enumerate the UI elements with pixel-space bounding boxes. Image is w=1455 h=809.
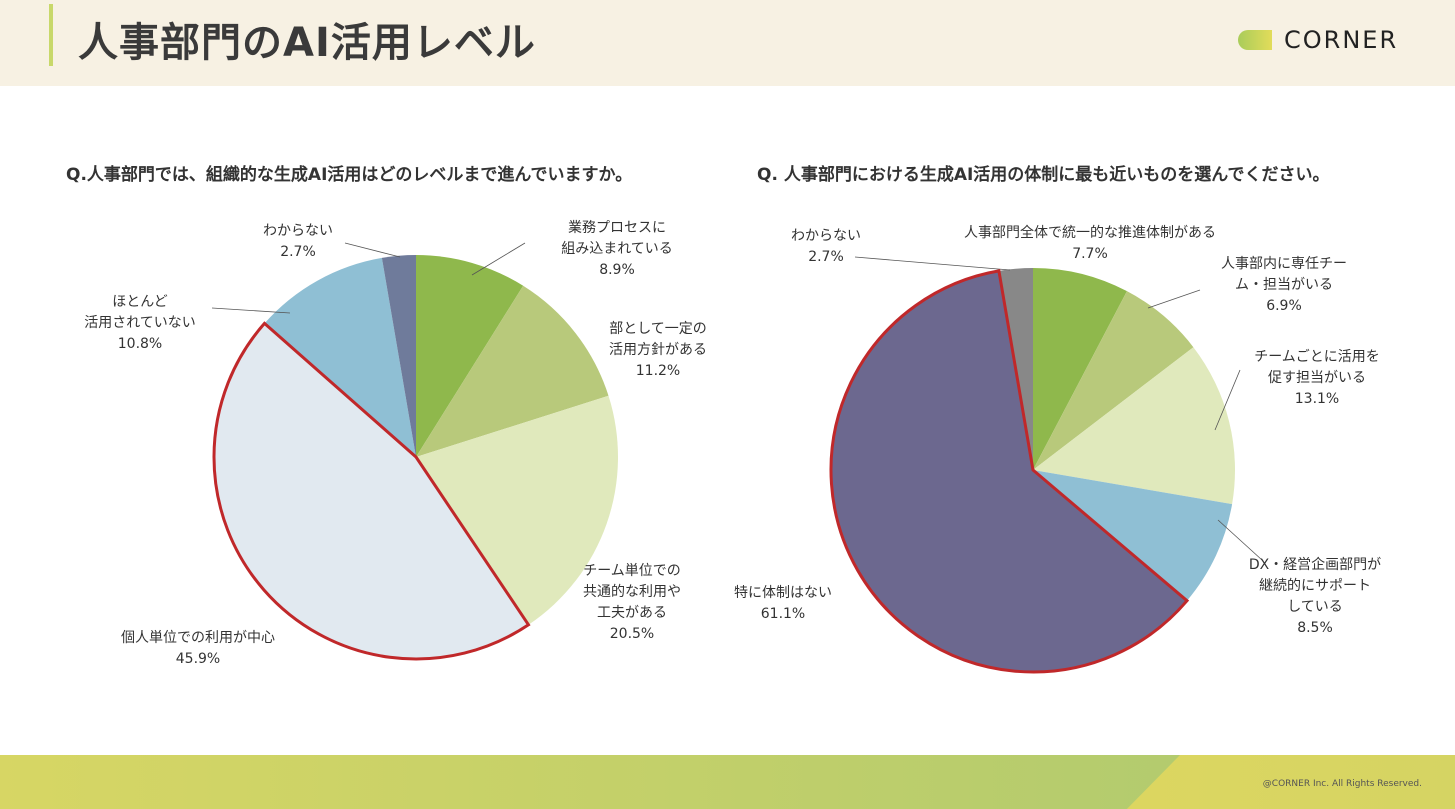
value-text: 45.9% xyxy=(175,651,221,667)
chart-1-slice-6 xyxy=(381,255,416,457)
chart-1-data-label-4: 個人単位での利用が中心 45.9% xyxy=(121,628,275,670)
copyright: @CORNER Inc. All Rights Reserved. xyxy=(1262,779,1422,789)
value-text: 10.8% xyxy=(117,336,163,352)
label-text: 促す担当がいる xyxy=(1268,370,1366,386)
footer: @CORNER Inc. All Rights Reserved. xyxy=(0,755,1455,809)
chart-1-data-label-1: 業務プロセスに 組み込まれている 8.9% xyxy=(561,218,673,281)
value-text: 61.1% xyxy=(760,606,806,622)
chart-2-slice-4 xyxy=(1033,470,1233,601)
label-text: 特に体制はない xyxy=(734,585,832,601)
chart-1-title: Q.人事部門では、組織的な生成AI活用はどのレベルまで進んでいますか。 xyxy=(66,165,633,185)
chart-1-leader-line-6 xyxy=(344,242,401,258)
value-text: 8.5% xyxy=(1297,620,1333,636)
chart-2-slice-1 xyxy=(1033,268,1127,470)
chart-2-leader-line-4 xyxy=(1217,519,1263,561)
chart-1-slice-3 xyxy=(416,395,618,625)
label-text: している xyxy=(1287,599,1343,615)
chart-1-slice-1 xyxy=(416,255,524,457)
label-text: 人事部内に専任チー xyxy=(1221,256,1347,272)
label-text: 人事部門全体で統一的な推進体制がある xyxy=(964,225,1216,241)
chart-1-slice-4 xyxy=(213,323,529,660)
label-text: ほとんど xyxy=(112,294,168,310)
value-text: 6.9% xyxy=(1266,298,1302,314)
chart-2-slice-3 xyxy=(1033,347,1235,505)
label-text: チームごとに活用を xyxy=(1254,349,1380,365)
footer-band xyxy=(0,755,1180,809)
title-accent-bar xyxy=(49,4,53,66)
chart-2-data-label-2: 人事部内に専任チー ム・担当がいる 6.9% xyxy=(1221,254,1347,317)
value-text: 20.5% xyxy=(609,626,655,642)
chart-2-data-label-1: 人事部門全体で統一的な推進体制がある 7.7% xyxy=(964,223,1216,265)
chart-1-data-label-5: ほとんど活用されていない 10.8% xyxy=(84,292,196,355)
chart-2-leader-line-2 xyxy=(1147,289,1201,309)
chart-2-slice-2 xyxy=(1033,291,1194,470)
value-text: 11.2% xyxy=(635,363,681,379)
label-text: DX・経営企画部門が xyxy=(1248,557,1382,573)
label-text: 部として一定の xyxy=(609,321,707,337)
chart-2-data-label-6: わからない 2.7% xyxy=(791,226,861,268)
chart-2-data-label-5: 特に体制はない 61.1% xyxy=(734,583,832,625)
chart-1-leader-line-5 xyxy=(211,307,291,314)
label-text: 活用方針がある xyxy=(609,342,707,358)
value-text: 2.7% xyxy=(808,249,844,265)
header: 人事部門のAI活用レベル CORNER xyxy=(0,0,1455,86)
chart-2-leader-line-6 xyxy=(854,256,1011,271)
label-text: わからない xyxy=(791,228,861,244)
label-text: チーム単位での xyxy=(583,563,681,579)
logo: CORNER xyxy=(1238,26,1398,54)
label-text: ム・担当がいる xyxy=(1235,277,1333,293)
label-text: 業務プロセスに xyxy=(568,220,666,236)
chart-2-highlight-outline xyxy=(829,269,1190,674)
label-text: 継続的にサポート xyxy=(1259,578,1371,594)
chart-1-data-label-3: チーム単位での 共通的な利用や 工夫がある 20.5% xyxy=(583,561,681,645)
chart-2-title: Q. 人事部門における生成AI活用の体制に最も近いものを選んでください。 xyxy=(757,165,1330,185)
label-text: 組み込まれている xyxy=(561,241,673,257)
chart-2-data-label-4: DX・経営企画部門が 継続的にサポート している 8.5% xyxy=(1249,555,1381,639)
value-text: 13.1% xyxy=(1294,391,1340,407)
chart-2-leader-line-3 xyxy=(1214,369,1241,431)
label-text: 活用されていない xyxy=(84,315,196,331)
chart-1-highlight-outline xyxy=(212,321,531,661)
value-text: 8.9% xyxy=(599,262,635,278)
logo-mark-icon xyxy=(1238,30,1272,50)
label-text: 共通的な利用や xyxy=(583,584,681,600)
page-title: 人事部門のAI活用レベル xyxy=(78,20,536,66)
label-text: 個人単位での利用が中心 xyxy=(121,630,275,646)
chart-2-slice-5 xyxy=(831,270,1188,672)
label-text: わからない xyxy=(263,223,333,239)
chart-1-data-label-2: 部として一定の 活用方針がある 11.2% xyxy=(609,319,707,382)
chart-1-data-label-6: わからない 2.7% xyxy=(263,221,333,263)
logo-text: CORNER xyxy=(1284,26,1399,54)
chart-1-slice-2 xyxy=(416,285,609,457)
label-text: 工夫がある xyxy=(597,605,667,621)
value-text: 7.7% xyxy=(1072,246,1108,262)
chart-1-slice-5 xyxy=(264,257,416,457)
chart-2-data-label-3: チームごとに活用を 促す担当がいる 13.1% xyxy=(1254,347,1380,410)
value-text: 2.7% xyxy=(280,244,316,260)
chart-1-leader-line-1 xyxy=(471,242,526,276)
